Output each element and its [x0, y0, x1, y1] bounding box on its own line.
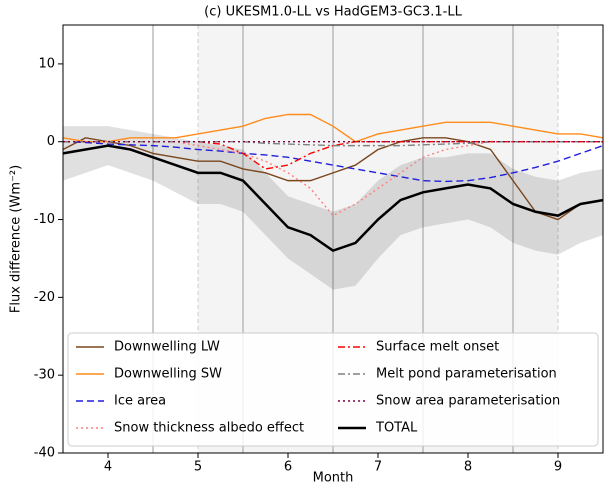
legend-label: Snow thickness albedo effect	[114, 421, 304, 436]
legend-label: Snow area parameterisation	[376, 394, 560, 409]
y-axis-label: Flux difference (Wm⁻²)	[9, 165, 24, 313]
legend-label: Surface melt onset	[376, 340, 499, 355]
y-tick-label: -30	[34, 368, 55, 383]
legend-box	[67, 332, 599, 447]
y-tick-label: -20	[34, 290, 55, 305]
legend-label: Downwelling LW	[114, 340, 220, 355]
x-tick-label: 6	[284, 460, 292, 475]
series-line	[62, 141, 604, 183]
legend-label: Ice area	[114, 394, 166, 409]
y-tick-label: 10	[38, 56, 55, 71]
chart-title: (c) UKESM1.0-LL vs HadGEM3-GC3.1-LL	[204, 5, 462, 20]
plot-frame	[62, 24, 604, 454]
band	[63, 126, 603, 290]
x-tick-label: 7	[374, 460, 382, 475]
y-tick-label: 0	[47, 134, 55, 149]
series-line	[62, 113, 604, 143]
legend-label: Melt pond parameterisation	[376, 367, 557, 382]
x-tick-label: 5	[194, 460, 202, 475]
x-axis-label: Month	[313, 471, 354, 486]
y-tick-label: -40	[34, 446, 55, 461]
x-tick-label: 8	[464, 460, 472, 475]
legend-label: TOTAL	[375, 421, 418, 436]
x-tick-label: 4	[104, 460, 112, 475]
legend-label: Downwelling SW	[114, 367, 222, 382]
y-tick-label: -10	[34, 212, 55, 227]
x-tick-label: 9	[554, 460, 562, 475]
series-line	[62, 144, 604, 253]
series-line	[62, 137, 604, 221]
